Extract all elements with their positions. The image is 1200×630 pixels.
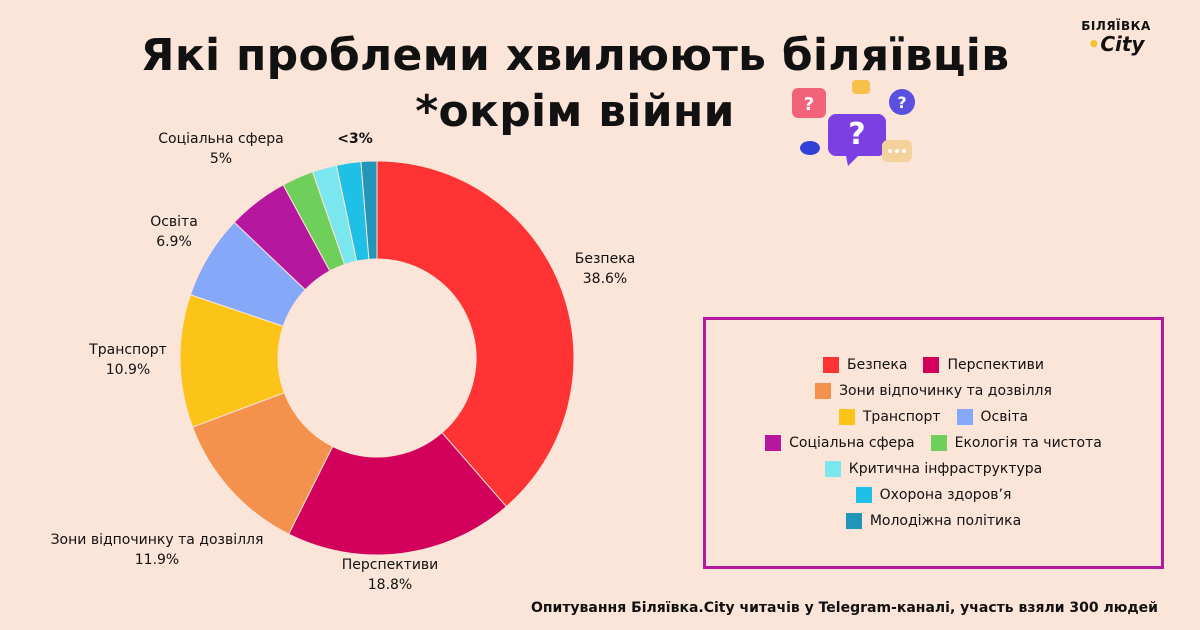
legend-item: Освіта	[956, 409, 1029, 425]
svg-text:?: ?	[804, 94, 814, 115]
chart-title: Які проблеми хвилюють біляївців *окрім в…	[0, 28, 1150, 140]
legend-label: Екологія та чистота	[954, 435, 1102, 451]
legend-row: Безпека Перспективи	[822, 357, 1044, 373]
legend-item: Перспективи	[923, 357, 1044, 373]
legend-row: Критична інфраструктура	[824, 461, 1043, 477]
question-bubbles-illustration: ? ? ?	[792, 80, 915, 166]
slice-category-label: Соціальна сфера	[158, 131, 283, 147]
question-bubble-icon	[792, 88, 826, 118]
legend-row: Зони відпочинку та дозвілля	[815, 383, 1052, 399]
legend-swatch	[765, 435, 782, 451]
svg-text:?: ?	[897, 93, 906, 112]
slice-value-label: 5%	[210, 151, 232, 167]
slice-value-label: 38.6%	[583, 271, 627, 287]
legend-item: Екологія та чистота	[930, 435, 1102, 451]
small-slices-label: <3%	[337, 131, 373, 147]
legend-item: Соціальна сфера	[765, 435, 915, 451]
legend-swatch	[855, 487, 872, 503]
legend-label: Освіта	[980, 409, 1029, 425]
legend-item: Транспорт	[838, 409, 941, 425]
svg-text:?: ?	[848, 117, 865, 152]
slice-value-label: 11.9%	[135, 552, 179, 568]
donut-slice	[287, 431, 508, 556]
legend-label: Молодіжна політика	[869, 513, 1022, 529]
slice-value-label: 6.9%	[156, 234, 192, 250]
slice-category-label: Транспорт	[88, 342, 167, 358]
legend-row: Соціальна сфера Екологія та чистота	[765, 435, 1102, 451]
title-line-1: Які проблеми хвилюють біляївців	[140, 30, 1010, 81]
donut-slice	[360, 160, 378, 260]
question-bubble-icon	[889, 89, 915, 115]
slice-category-label: Перспективи	[342, 557, 439, 573]
slice-category-label: Безпека	[575, 251, 635, 267]
legend-item: Безпека	[822, 357, 908, 373]
legend-row: Охорона здоров’я	[855, 487, 1012, 503]
legend-swatch	[956, 409, 973, 425]
slice-category-label: Зони відпочинку та дозвілля	[51, 532, 264, 548]
slice-value-label: 10.9%	[106, 362, 150, 378]
logo-line-2: City	[1100, 32, 1145, 57]
legend-swatch	[845, 513, 862, 529]
chart-legend: Безпека Перспективи Зони відпочинку та доз…	[703, 317, 1164, 569]
legend-label: Перспективи	[947, 357, 1045, 373]
legend-item: Охорона здоров’я	[855, 487, 1012, 503]
legend-label: Критична інфраструктура	[848, 461, 1043, 477]
legend-item: Критична інфраструктура	[824, 461, 1043, 477]
legend-row: Молодіжна політика	[845, 513, 1022, 529]
donut-slice	[376, 160, 575, 508]
legend-swatch	[930, 435, 947, 451]
brand-logo: БІЛЯЇВКА •City	[1076, 19, 1156, 57]
legend-swatch	[822, 357, 839, 373]
slice-value-label: 18.8%	[368, 577, 412, 593]
legend-swatch	[923, 357, 940, 373]
logo-line-1: БІЛЯЇВКА	[1081, 19, 1151, 33]
legend-item: Молодіжна політика	[845, 513, 1022, 529]
legend-item: Зони відпочинку та дозвілля	[815, 383, 1052, 399]
logo-dot: •	[1087, 32, 1101, 57]
legend-row: Транспорт Освіта	[838, 409, 1029, 425]
slice-category-label: Освіта	[150, 214, 198, 230]
legend-label: Зони відпочинку та дозвілля	[839, 383, 1052, 399]
legend-label: Охорона здоров’я	[879, 487, 1012, 503]
title-line-2: *окрім війни	[415, 86, 735, 137]
legend-label: Безпека	[846, 357, 908, 373]
legend-label: Соціальна сфера	[789, 435, 915, 451]
donut-chart: Безпека 38.6% Перспективи 18.8% Зони відпочи…	[51, 131, 636, 593]
chat-bubble-icon	[800, 141, 820, 155]
legend-swatch	[838, 409, 855, 425]
legend-swatch	[824, 461, 841, 477]
question-bubble-icon	[828, 114, 886, 156]
legend-swatch	[815, 383, 832, 399]
chat-bubble-icon	[852, 80, 870, 94]
survey-note: Опитування Біляївка.City читачів у Teleg…	[530, 600, 1158, 616]
legend-label: Транспорт	[862, 409, 941, 425]
